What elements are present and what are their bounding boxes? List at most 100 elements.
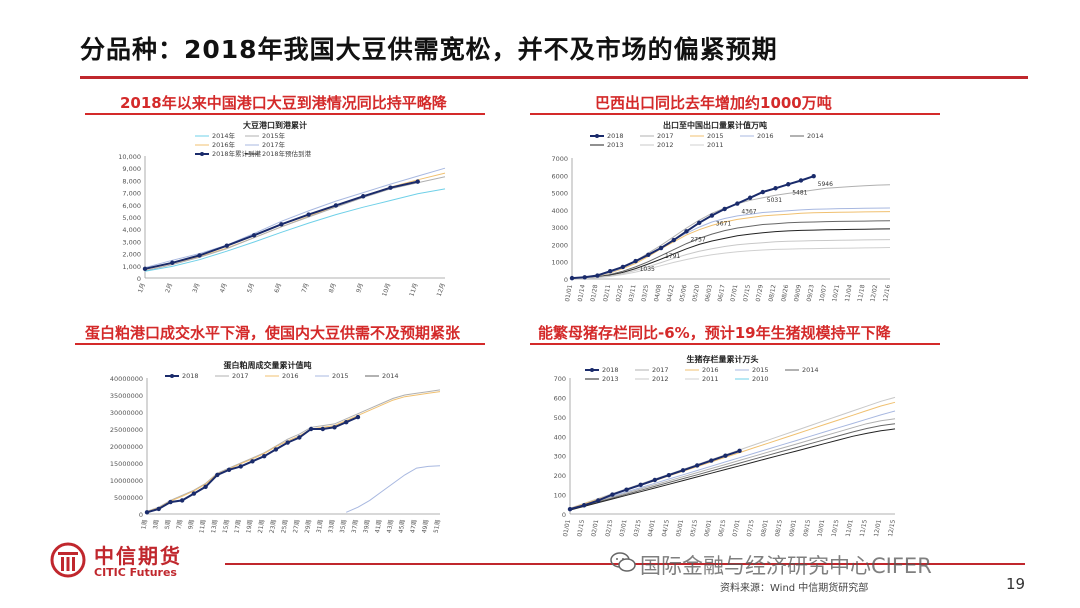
x-tick-label: 23周 xyxy=(269,519,278,534)
legend-marker xyxy=(200,152,204,156)
x-tick-label: 05/06 xyxy=(679,284,689,302)
legend-label: 2014 xyxy=(807,132,824,140)
x-tick-label: 17周 xyxy=(233,519,242,534)
data-point xyxy=(697,220,702,226)
x-tick-label: 07/29 xyxy=(755,284,765,302)
chart-sow-inventory: 生猪存栏量累计万头 0 100 200 300 400 500 600 700 01/01 01/1… xyxy=(554,354,897,537)
citic-futures-logo: 中信期货 CITIC Futures xyxy=(50,540,220,584)
chart-title: 大豆港口到港累计 xyxy=(243,120,307,130)
legend-label: 2014 xyxy=(382,372,399,380)
series-line-2011 xyxy=(571,247,891,280)
y-tick-label: 6,000 xyxy=(122,202,141,210)
chart-title: 出口至中国出口量累计值万吨 xyxy=(663,120,767,130)
x-tick-label: 06/15 xyxy=(718,519,728,537)
x-tick-label: 19周 xyxy=(245,519,254,534)
data-point xyxy=(279,222,284,227)
x-tick-label: 39周 xyxy=(362,519,371,534)
data-point xyxy=(332,425,337,430)
x-tick-label: 13周 xyxy=(210,519,219,534)
data-point xyxy=(723,453,728,458)
data-point xyxy=(226,467,232,472)
legend-marker xyxy=(590,368,594,372)
y-tick-label: 7,000 xyxy=(122,190,141,198)
data-point xyxy=(624,487,629,492)
legend-label: 2018年预估到港 xyxy=(262,149,312,158)
data-point xyxy=(671,237,676,243)
y-tick-label: 3,000 xyxy=(122,238,141,246)
y-tick-label: 700 xyxy=(554,375,566,383)
y-tick-label: 2000 xyxy=(551,241,568,249)
x-tick-label: 7周 xyxy=(176,519,185,530)
x-tick-label: 9周 xyxy=(187,519,196,530)
data-point xyxy=(737,448,742,454)
series-line-2016 xyxy=(146,391,441,513)
series-line-2014 xyxy=(569,423,896,511)
legend-label: 2011 xyxy=(702,375,719,383)
data-point xyxy=(273,447,279,452)
y-tick-label: 6000 xyxy=(551,172,568,180)
x-tick-label: 09/15 xyxy=(802,519,812,537)
y-tick-label: 0 xyxy=(564,276,568,284)
y-tick-label: 0 xyxy=(139,511,143,519)
y-tick-label: 0 xyxy=(137,275,141,283)
x-tick-label: 12/15 xyxy=(887,519,897,537)
data-point xyxy=(595,273,600,278)
data-label: 1035 xyxy=(640,266,655,273)
x-tick-label: 5周 xyxy=(164,519,173,530)
data-point xyxy=(306,212,311,217)
x-tick-label: 21周 xyxy=(257,519,266,534)
x-tick-label: 9月 xyxy=(355,282,365,294)
data-point xyxy=(684,229,689,234)
series-line-2017 xyxy=(569,418,896,510)
data-point xyxy=(250,459,255,464)
data-point xyxy=(355,414,361,420)
x-tick-label: 08/15 xyxy=(774,519,784,537)
y-tick-label: 4,000 xyxy=(122,226,141,234)
y-tick-label: 600 xyxy=(554,394,566,402)
slide-title: 分品种：2018年我国大豆供需宽松，并不及市场的偏紧预期 xyxy=(80,35,778,64)
x-tick-label: 37周 xyxy=(351,519,360,534)
data-point xyxy=(680,468,686,473)
chart-meal-volume: 蛋白粕周成交量累计值吨 0 5000000 10000000 15000000 20000… xyxy=(110,360,442,534)
legend-label: 2016 xyxy=(757,132,774,140)
y-tick-label: 30000000 xyxy=(110,409,143,417)
x-tick-label: 09/23 xyxy=(806,284,816,302)
legend-label: 2018年累计到港 xyxy=(212,149,262,158)
data-point xyxy=(666,472,672,478)
legend-label: 2012 xyxy=(652,375,669,383)
x-tick-label: 4月 xyxy=(219,282,229,294)
chart-title: 生猪存栏量累计万头 xyxy=(687,354,759,364)
data-point xyxy=(415,179,420,184)
panel-title-meal-volume: 蛋白粕港口成交水平下滑，使国内大豆供需不及预期紧张 xyxy=(85,324,461,342)
y-tick-label: 100 xyxy=(554,492,566,500)
legend-label: 2017 xyxy=(232,372,249,380)
series-line-2016年 xyxy=(144,172,446,270)
x-tick-label: 01/14 xyxy=(577,284,587,302)
data-point xyxy=(773,186,778,191)
series-line-2015 xyxy=(346,465,441,513)
data-point xyxy=(285,440,290,445)
data-point xyxy=(582,275,587,280)
y-tick-label: 0 xyxy=(562,511,566,519)
y-tick-label: 10000000 xyxy=(110,477,143,485)
data-point xyxy=(238,464,243,469)
wechat-icon xyxy=(610,552,636,572)
y-tick-label: 2,000 xyxy=(122,251,141,259)
data-point xyxy=(360,194,366,199)
x-tick-label: 1周 xyxy=(140,519,149,530)
data-point xyxy=(620,264,626,270)
legend-label: 2016 xyxy=(282,372,299,380)
x-tick-label: 02/01 xyxy=(590,519,600,537)
data-point xyxy=(646,252,651,257)
data-point xyxy=(811,174,816,179)
x-tick-label: 03/25 xyxy=(640,284,650,302)
x-tick-label: 7月 xyxy=(301,282,311,294)
data-point xyxy=(633,258,638,264)
x-tick-label: 09/09 xyxy=(793,284,803,302)
x-tick-label: 10/21 xyxy=(831,284,841,302)
data-label: 4367 xyxy=(741,209,756,216)
y-tick-label: 200 xyxy=(554,472,566,480)
x-tick-label: 04/15 xyxy=(661,519,671,537)
data-point xyxy=(203,484,208,489)
data-point xyxy=(144,510,150,515)
